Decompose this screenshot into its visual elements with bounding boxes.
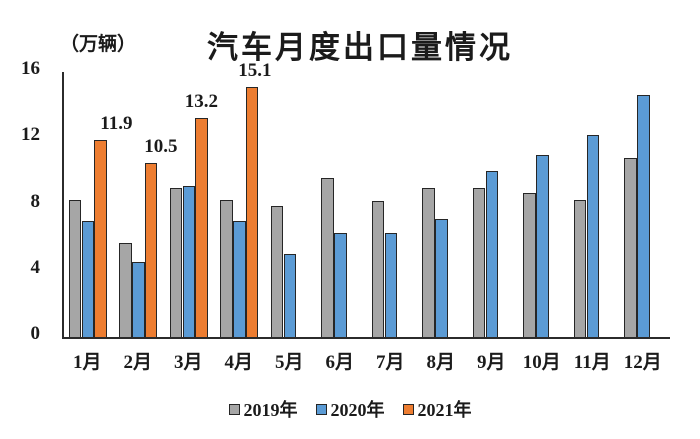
legend-swatch-icon [228,403,240,415]
bar-2020 [637,95,650,337]
legend-label: 2021年 [417,400,472,420]
y-axis-tick-labels: 0 4 8 12 16 [0,0,50,439]
x-axis-tick-label: 5月 [274,352,304,373]
legend-swatch-icon [315,403,327,415]
bar-2021 [195,118,208,337]
legend: 2019年 2020年 2021年 [0,396,700,422]
bar-data-label: 13.2 [184,91,219,113]
y-axis-tick-label: 4 [30,256,41,278]
bar-2020 [435,219,448,337]
x-axis-tick-label: 8月 [426,352,455,373]
bar-2019 [321,178,334,337]
bar-2020 [586,134,600,337]
bar-2019 [68,199,82,337]
legend-swatch-icon [402,403,414,415]
bar-2020 [132,262,145,337]
bar-2021 [245,86,259,337]
x-axis-tick-label: 2月 [123,352,152,373]
bar-2020 [233,221,246,337]
legend-label: 2019年 [243,400,298,420]
bar-2019 [573,199,587,337]
x-axis-tick-label: 7月 [375,352,405,373]
bar-2019 [119,242,132,337]
bar-2019 [270,206,284,337]
bar-2021 [144,163,158,337]
y-axis-tick-label: 0 [30,323,41,344]
y-axis-tick-label: 16 [21,58,40,79]
y-axis-unit-label: （万辆） [60,34,137,55]
bar-2020 [384,232,398,337]
plot-area [62,72,670,339]
x-axis-tick-label: 12月 [623,352,662,373]
bar-data-label: 11.9 [100,112,133,134]
bar-2019 [624,158,637,337]
bar-data-label: 15.1 [238,59,272,81]
bar-2019 [169,187,183,337]
bar-2020 [485,171,499,337]
x-axis-tick-label: 9月 [476,352,506,373]
bar-2020 [182,186,196,337]
bar-2019 [472,187,486,337]
bar-2021 [94,139,107,337]
bar-2020 [283,254,297,337]
bar-2019 [523,192,536,337]
x-axis-tick-label: 4月 [224,352,253,373]
bar-2019 [422,187,435,337]
y-axis-tick-label: 8 [30,190,41,212]
y-axis-tick-label: 12 [21,124,40,146]
legend-item: 2019年 [228,396,298,422]
x-axis-tick-label: 6月 [325,352,354,373]
bar-2020 [334,232,347,337]
x-axis-tick-label: 3月 [173,352,203,373]
bar-data-label: 10.5 [144,136,178,158]
x-axis-tick-label: 10月 [522,352,561,373]
bar-2020 [536,154,549,337]
x-axis-tick-label: 1月 [72,352,102,373]
legend-item: 2021年 [402,396,472,422]
legend-label: 2020年 [330,400,385,420]
x-axis-tick-label: 11月 [573,352,611,373]
bar-2019 [371,201,385,337]
legend-item: 2020年 [315,396,385,422]
bar-2020 [81,221,95,337]
chart-title: 汽车月度出口量情况 [207,30,513,65]
bar-2019 [220,199,233,337]
